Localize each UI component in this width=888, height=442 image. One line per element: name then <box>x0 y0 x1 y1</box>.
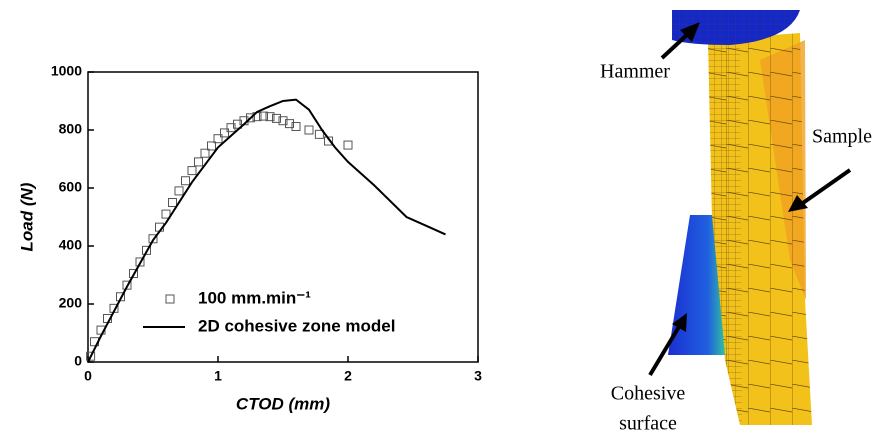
x-tick-label: 1 <box>214 368 222 384</box>
marker <box>265 112 275 122</box>
x-tick-label: 0 <box>84 368 92 384</box>
marker <box>181 176 190 186</box>
marker <box>142 245 151 255</box>
x-tick-label: 3 <box>474 368 482 384</box>
marker <box>187 166 197 176</box>
marker <box>174 186 184 196</box>
marker <box>246 113 255 123</box>
y-tick-label: 400 <box>59 237 83 253</box>
marker <box>272 113 281 123</box>
marker <box>233 119 242 129</box>
marker <box>291 122 301 132</box>
y-tick-label: 0 <box>74 353 82 369</box>
marker <box>259 111 268 121</box>
label-sample: Sample <box>812 126 872 148</box>
marker <box>285 119 294 129</box>
x-tick-label: 2 <box>344 368 352 384</box>
y-tick-label: 600 <box>59 179 83 195</box>
mesh-fine <box>708 38 742 425</box>
hammer-mesh <box>672 10 800 45</box>
label-hammer: Hammer <box>600 61 670 83</box>
chart: 0 1 2 3 0 200 400 600 800 1000 100 mm.min⁻¹ 2D cohe… <box>51 63 482 384</box>
marker <box>129 269 138 279</box>
fem-figure: Hammer Sample Cohesive surface <box>600 10 872 435</box>
marker <box>343 140 353 150</box>
marker <box>122 280 132 290</box>
legend-marker <box>165 294 175 304</box>
y-tick-label: 800 <box>59 121 83 137</box>
marker <box>213 134 223 144</box>
marker <box>220 128 229 138</box>
plot-frame <box>87 71 479 363</box>
y-tick-label: 1000 <box>51 63 82 79</box>
y-axis-label: Load (N) <box>17 182 36 251</box>
legend-label: 100 mm.min⁻¹ <box>198 288 311 307</box>
legend-label: 2D cohesive zone model <box>198 316 395 335</box>
marker <box>314 129 324 139</box>
marker <box>226 123 236 133</box>
marker <box>207 141 216 151</box>
x-axis-label: CTOD (mm) <box>236 394 330 413</box>
label-cohesive: Cohesive <box>611 383 686 405</box>
marker <box>324 136 333 146</box>
marker <box>200 148 210 158</box>
marker <box>304 125 314 135</box>
arrows <box>648 22 852 377</box>
label-surface: surface <box>619 413 677 435</box>
marker <box>194 157 203 167</box>
marker <box>278 116 288 126</box>
y-tick-label: 200 <box>59 295 83 311</box>
marker <box>161 209 171 219</box>
marker <box>148 234 158 244</box>
line <box>87 98 446 363</box>
marker <box>168 198 177 207</box>
marker <box>135 257 145 267</box>
marker <box>86 351 96 361</box>
